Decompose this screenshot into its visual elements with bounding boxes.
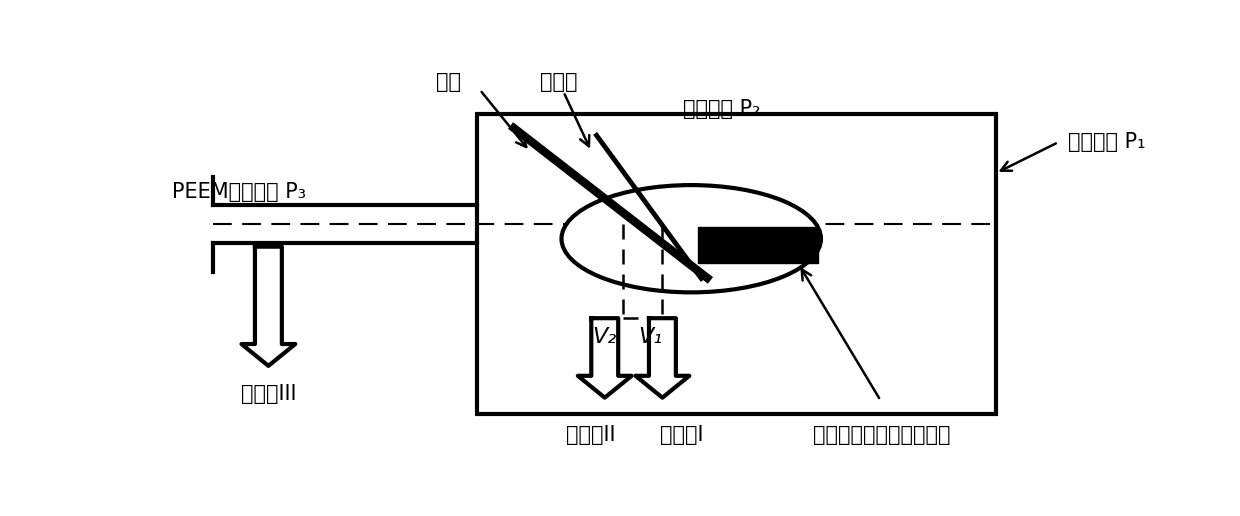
Bar [698,227,818,263]
Text: 真空腔室 P₂: 真空腔室 P₂ [683,99,761,119]
Text: 抽气泵I: 抽气泵I [660,425,703,445]
Bar [477,114,996,413]
Polygon shape [635,318,689,398]
Text: 样品架（置于样品台上）: 样品架（置于样品台上） [812,425,950,445]
Text: 锥形管: 锥形管 [539,72,578,92]
Text: V₂: V₂ [593,327,616,347]
Text: 气氛腔室 P₁: 气氛腔室 P₁ [1068,132,1146,152]
Text: PEEM成像部件 P₃: PEEM成像部件 P₃ [172,182,306,202]
Text: 抽气泵III: 抽气泵III [241,384,296,404]
Text: 抽气泵II: 抽气泵II [565,425,615,445]
Polygon shape [242,247,295,366]
Text: V₁: V₁ [637,327,662,347]
Circle shape [562,185,821,293]
Polygon shape [578,318,631,398]
Text: 物镜: 物镜 [435,72,460,92]
